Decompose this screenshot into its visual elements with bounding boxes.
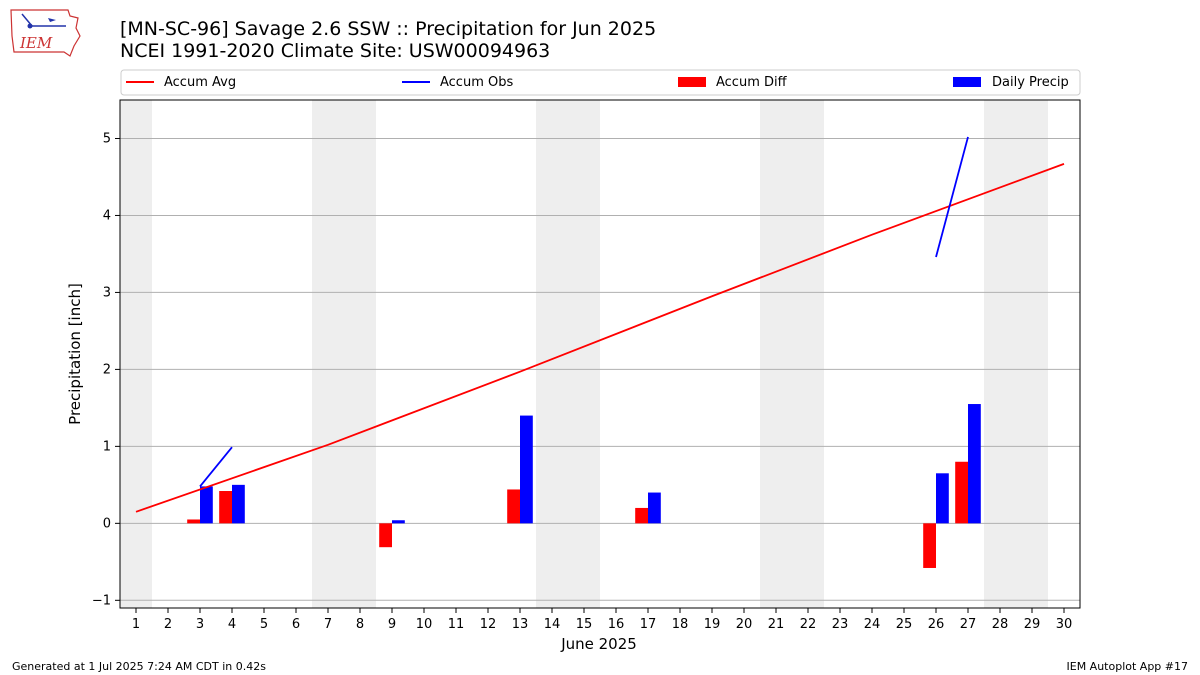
x-tick-label: 18 (672, 617, 689, 632)
legend-item-accum-obs: Accum Obs (402, 75, 513, 90)
daily-precip-bar (200, 486, 213, 524)
x-tick-label: 4 (228, 617, 236, 632)
accum-diff-bar (635, 507, 648, 524)
x-tick-label: 16 (608, 617, 625, 632)
x-tick-label: 27 (960, 617, 977, 632)
plot-frame (119, 99, 1081, 609)
x-tick-label: 14 (544, 617, 561, 632)
legend-box (120, 69, 1081, 96)
weekend-band (536, 100, 600, 608)
daily-precip-bar (392, 520, 405, 524)
legend: Accum Avg Accum Obs Accum Diff Daily Pre… (120, 69, 1081, 96)
logo-text: IEM (19, 34, 53, 52)
chart-title: [MN-SC-96] Savage 2.6 SSW :: Precipitati… (120, 18, 656, 62)
accum-obs-line (199, 446, 233, 487)
x-tick-label: 24 (864, 617, 881, 632)
x-tick-label: 29 (1024, 617, 1041, 632)
x-axis-label: June 2025 (560, 635, 637, 653)
accum-avg-line (135, 163, 1065, 513)
x-tick-label: 17 (640, 617, 657, 632)
y-axis-label: Precipitation [inch] (66, 283, 84, 425)
x-tick-label: 2 (164, 617, 172, 632)
title-line-2: NCEI 1991-2020 Climate Site: USW00094963 (120, 40, 551, 62)
weekend-band (760, 100, 824, 608)
legend-label-accum-obs: Accum Obs (440, 75, 513, 90)
x-tick-label: 10 (416, 617, 433, 632)
x-tick-label: 15 (576, 617, 593, 632)
footer-generated: Generated at 1 Jul 2025 7:24 AM CDT in 0… (12, 660, 266, 673)
weekend-band (120, 100, 152, 608)
x-tick-label: 3 (196, 617, 204, 632)
y-tick-label: 1 (103, 439, 111, 454)
daily-precip-bar (968, 404, 981, 524)
accum-diff-bar (507, 489, 520, 524)
iem-logo: IEM (10, 9, 81, 57)
y-tick-label: 3 (103, 285, 111, 300)
y-tick-label: −1 (92, 593, 111, 608)
footer-app: IEM Autoplot App #17 (1066, 660, 1189, 673)
legend-swatch-daily-precip (953, 77, 981, 87)
x-tick-label: 25 (896, 617, 913, 632)
x-tick-label: 22 (800, 617, 817, 632)
x-tick-label: 20 (736, 617, 753, 632)
x-tick-label: 19 (704, 617, 721, 632)
legend-item-accum-avg: Accum Avg (126, 75, 236, 90)
x-tick-label: 9 (388, 617, 396, 632)
accum-diff-bar (379, 523, 392, 548)
accum-diff-bar (187, 519, 200, 524)
x-tick-label: 11 (448, 617, 465, 632)
accum-diff-bar (955, 461, 968, 524)
legend-label-daily-precip: Daily Precip (992, 75, 1069, 90)
x-tick-label: 28 (992, 617, 1009, 632)
y-tick-label: 4 (103, 208, 111, 223)
accum-diff-bar (219, 491, 232, 524)
x-tick-label: 26 (928, 617, 945, 632)
x-tick-label: 5 (260, 617, 268, 632)
x-tick-label: 7 (324, 617, 332, 632)
daily-precip-bar (232, 484, 245, 524)
x-tick-label: 23 (832, 617, 849, 632)
legend-label-accum-diff: Accum Diff (716, 75, 788, 90)
accum-diff-bar (923, 523, 936, 568)
x-tick-label: 8 (356, 617, 364, 632)
weekend-band (312, 100, 376, 608)
y-tick-label: 5 (103, 131, 111, 146)
x-tick-label: 6 (292, 617, 300, 632)
legend-item-accum-diff: Accum Diff (678, 75, 788, 90)
x-tick-label: 21 (768, 617, 785, 632)
daily-precip-bar (648, 492, 661, 524)
title-line-1: [MN-SC-96] Savage 2.6 SSW :: Precipitati… (120, 18, 657, 40)
weekend-band (984, 100, 1048, 608)
daily-precip-bar (936, 473, 949, 524)
y-tick-label: 2 (103, 362, 111, 377)
legend-swatch-accum-diff (678, 77, 706, 87)
legend-item-daily-precip: Daily Precip (953, 75, 1069, 90)
daily-precip-bar (520, 415, 533, 524)
legend-label-accum-avg: Accum Avg (164, 75, 236, 90)
y-tick-label: 0 (103, 516, 111, 531)
accum-obs-line (935, 136, 969, 258)
x-tick-label: 30 (1056, 617, 1073, 632)
x-tick-label: 13 (512, 617, 529, 632)
x-tick-label: 12 (480, 617, 497, 632)
x-tick-label: 1 (132, 617, 140, 632)
